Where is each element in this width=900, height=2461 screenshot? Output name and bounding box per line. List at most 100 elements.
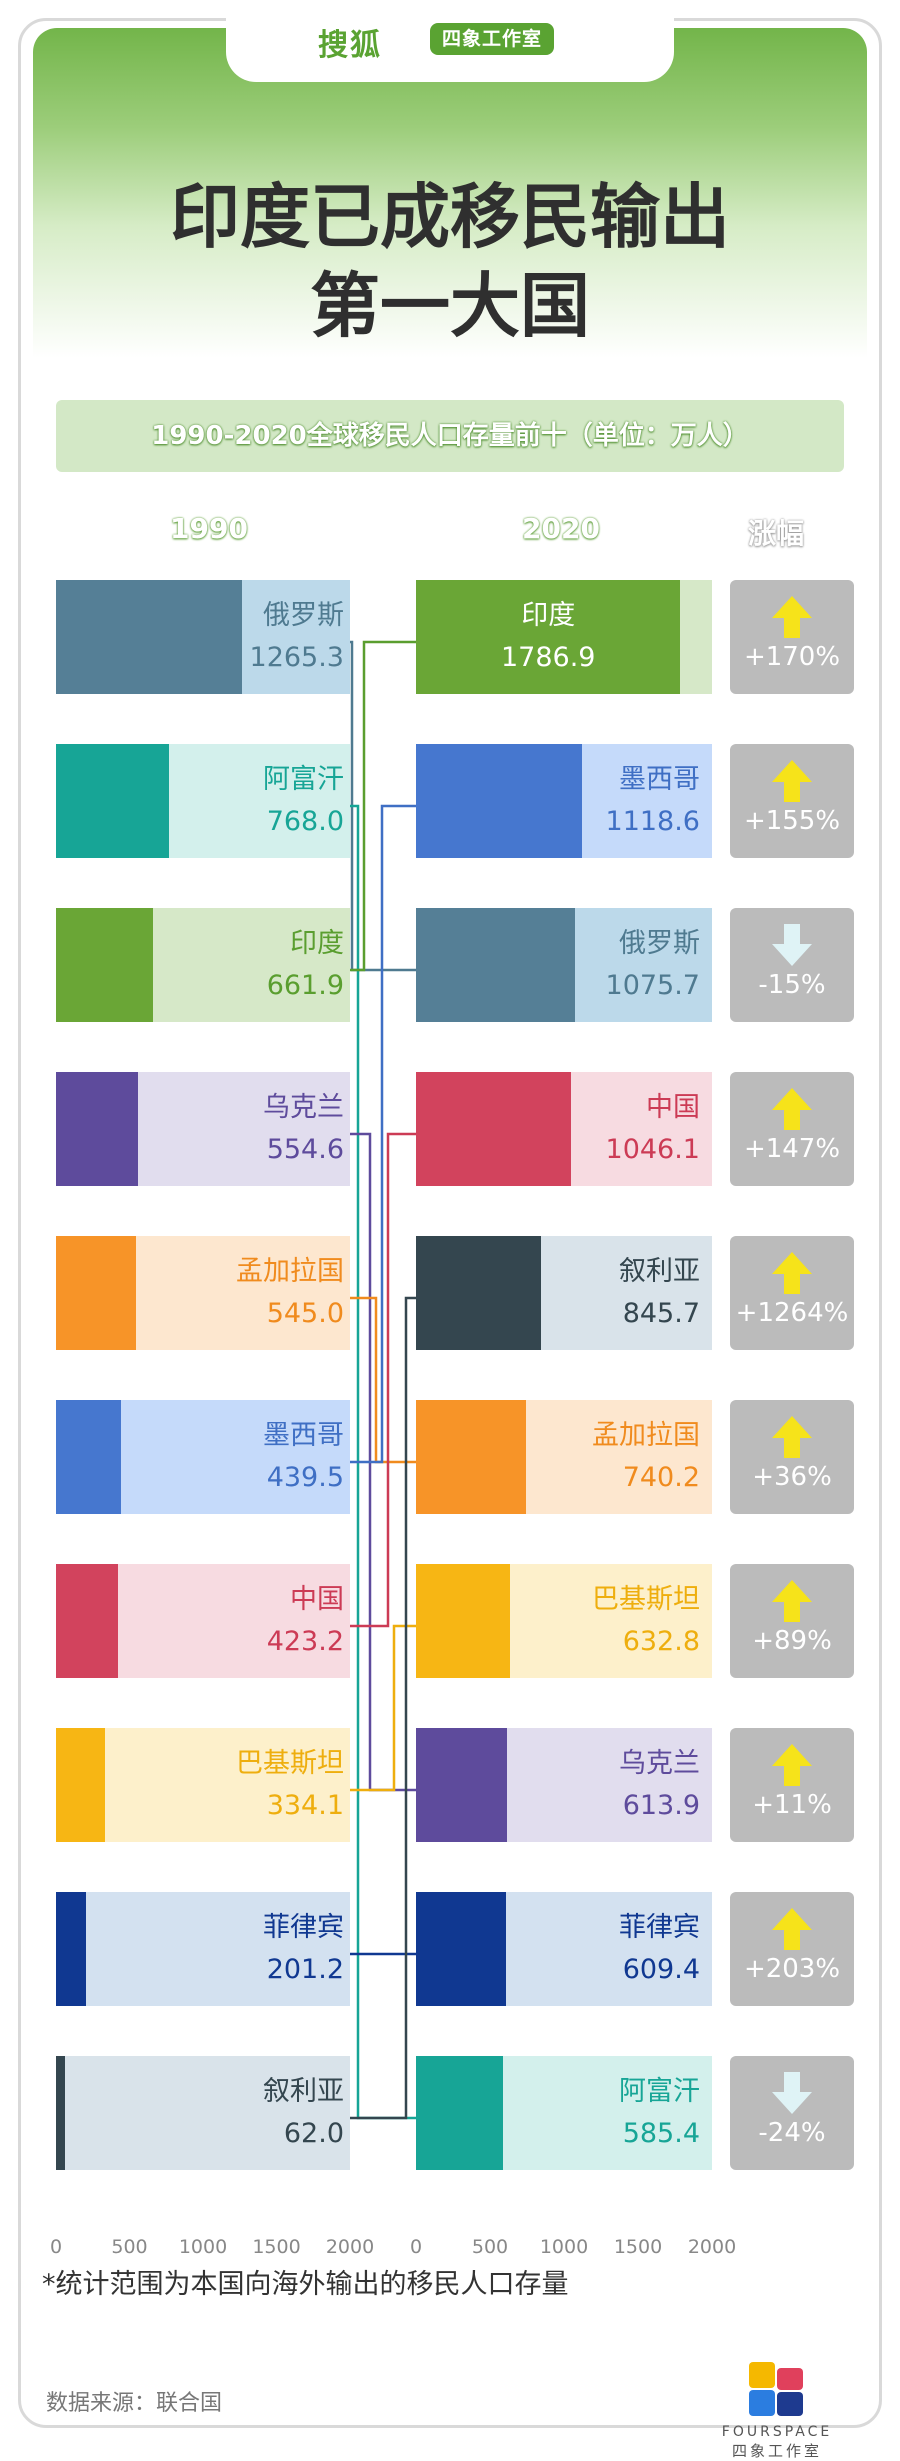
label-2020-value: 585.4 (622, 2118, 700, 2149)
tick-label: 0 (49, 2236, 63, 2258)
label-1990-value: 439.5 (266, 1462, 344, 1493)
label-2020-country: 叙利亚 (619, 1256, 700, 1287)
bar-1990-bg (56, 1892, 350, 2006)
change-percent: +155% (743, 806, 841, 836)
label-2020-country: 孟加拉国 (592, 1420, 700, 1451)
arrow-up-icon (772, 1908, 812, 1950)
arrow-down-icon (772, 2072, 812, 2114)
tick-label: 500 (471, 2236, 509, 2258)
bar-1990-4 (56, 1236, 137, 1350)
tick-label: 0 (409, 2236, 423, 2258)
arrow-up-icon (772, 1416, 812, 1458)
tick-label: 500 (111, 2236, 148, 2258)
change-badge: +11% (730, 1728, 854, 1842)
change-percent: +170% (743, 642, 841, 672)
bar-2020-2 (416, 908, 576, 1022)
arrow-up-icon (772, 1088, 812, 1130)
data-source: 数据来源：联合国 (46, 2391, 223, 2416)
label-1990-country: 墨西哥 (263, 1420, 344, 1451)
label-1990-value: 423.2 (266, 1626, 344, 1657)
label-1990-country: 印度 (290, 928, 344, 959)
page-title-line2: 第一大国 (310, 265, 590, 347)
bar-2020-6 (416, 1564, 510, 1678)
arrow-up-icon (772, 596, 812, 638)
arrow-down-icon (772, 924, 812, 966)
arrow-up-icon (772, 760, 812, 802)
column-header-change: 涨幅 (748, 517, 805, 550)
label-2020-country: 俄罗斯 (619, 928, 700, 959)
bar-2020-9 (416, 2056, 503, 2170)
tick-label: 1500 (613, 2236, 663, 2258)
label-2020-value: 613.9 (622, 1790, 700, 1821)
bar-1990-6 (56, 1564, 119, 1678)
change-badge: -15% (730, 908, 854, 1022)
arrow-up-icon (772, 1580, 812, 1622)
change-badge: +89% (730, 1564, 854, 1678)
change-badge: +155% (730, 744, 854, 858)
label-1990-value: 334.1 (266, 1790, 344, 1821)
bar-2020-3 (416, 1072, 571, 1186)
label-1990-value: 62.0 (283, 2118, 344, 2149)
fourspace-brand: FOURSPACE 四象工作室 (712, 2360, 842, 2461)
bar-1990-7 (56, 1728, 106, 1842)
bar-1990-bg (56, 2056, 350, 2170)
change-badge: +1264% (730, 1236, 854, 1350)
label-2020-country: 墨西哥 (619, 764, 700, 795)
bar-2020-7 (416, 1728, 507, 1842)
bar-2020-8 (416, 1892, 507, 2006)
label-2020-country: 印度 (521, 600, 576, 631)
change-badge: +147% (730, 1072, 854, 1186)
chart-subtitle-banner: 1990-2020全球移民人口存量前十（单位：万人） (56, 400, 844, 472)
label-1990-country: 巴基斯坦 (236, 1748, 344, 1779)
label-1990-value: 554.6 (266, 1134, 344, 1165)
label-2020-value: 1786.9 (500, 642, 596, 673)
label-1990-country: 孟加拉国 (236, 1256, 344, 1287)
label-2020-country: 菲律宾 (619, 1912, 700, 1943)
label-2020-country: 阿富汗 (619, 2076, 700, 2107)
label-2020-value: 1118.6 (605, 806, 700, 837)
arrow-up-icon (772, 1252, 812, 1294)
bar-2020-4 (416, 1236, 542, 1350)
label-1990-country: 俄罗斯 (263, 600, 344, 631)
label-2020-value: 740.2 (622, 1462, 700, 1493)
label-1990-country: 中国 (290, 1584, 344, 1615)
change-percent: +36% (752, 1462, 832, 1492)
studio-badge: 四象工作室 (430, 23, 555, 55)
brand-en: FOURSPACE (721, 2424, 833, 2440)
hero-background (33, 28, 867, 358)
label-1990-value: 661.9 (266, 970, 344, 1001)
tick-label: 2000 (687, 2236, 737, 2258)
label-2020-country: 乌克兰 (619, 1748, 700, 1779)
tick-label: 2000 (325, 2236, 375, 2258)
label-2020-value: 609.4 (622, 1954, 700, 1985)
brand-cn: 四象工作室 (731, 2442, 822, 2460)
bar-1990-2 (56, 908, 154, 1022)
bar-2020-5 (416, 1400, 526, 1514)
label-1990-country: 阿富汗 (263, 764, 344, 795)
change-percent: +11% (752, 1790, 832, 1820)
label-2020-value: 845.7 (622, 1298, 700, 1329)
label-1990-value: 768.0 (266, 806, 344, 837)
tick-label: 1000 (178, 2236, 228, 2258)
label-1990-value: 545.0 (266, 1298, 344, 1329)
page-title-line1: 印度已成移民输出 (170, 176, 730, 258)
label-1990-country: 菲律宾 (263, 1912, 344, 1943)
label-2020-value: 632.8 (622, 1626, 700, 1657)
change-percent: +203% (743, 1954, 841, 1984)
bar-1990-5 (56, 1400, 121, 1514)
label-1990-country: 乌克兰 (263, 1092, 344, 1123)
change-badge: -24% (730, 2056, 854, 2170)
bar-1990-8 (56, 1892, 86, 2006)
label-1990-country: 叙利亚 (263, 2076, 344, 2107)
bar-1990-9 (56, 2056, 66, 2170)
change-percent: +1264% (735, 1298, 849, 1328)
tick-label: 1000 (539, 2236, 589, 2258)
change-percent: +147% (743, 1134, 841, 1164)
label-2020-value: 1075.7 (605, 970, 700, 1001)
label-2020-value: 1046.1 (605, 1134, 700, 1165)
sohu-logo: 搜狐 (318, 28, 382, 63)
bar-2020-0 (416, 580, 681, 694)
change-badge: +170% (730, 580, 854, 694)
arrow-up-icon (772, 1744, 812, 1786)
label-2020-country: 中国 (646, 1092, 700, 1123)
